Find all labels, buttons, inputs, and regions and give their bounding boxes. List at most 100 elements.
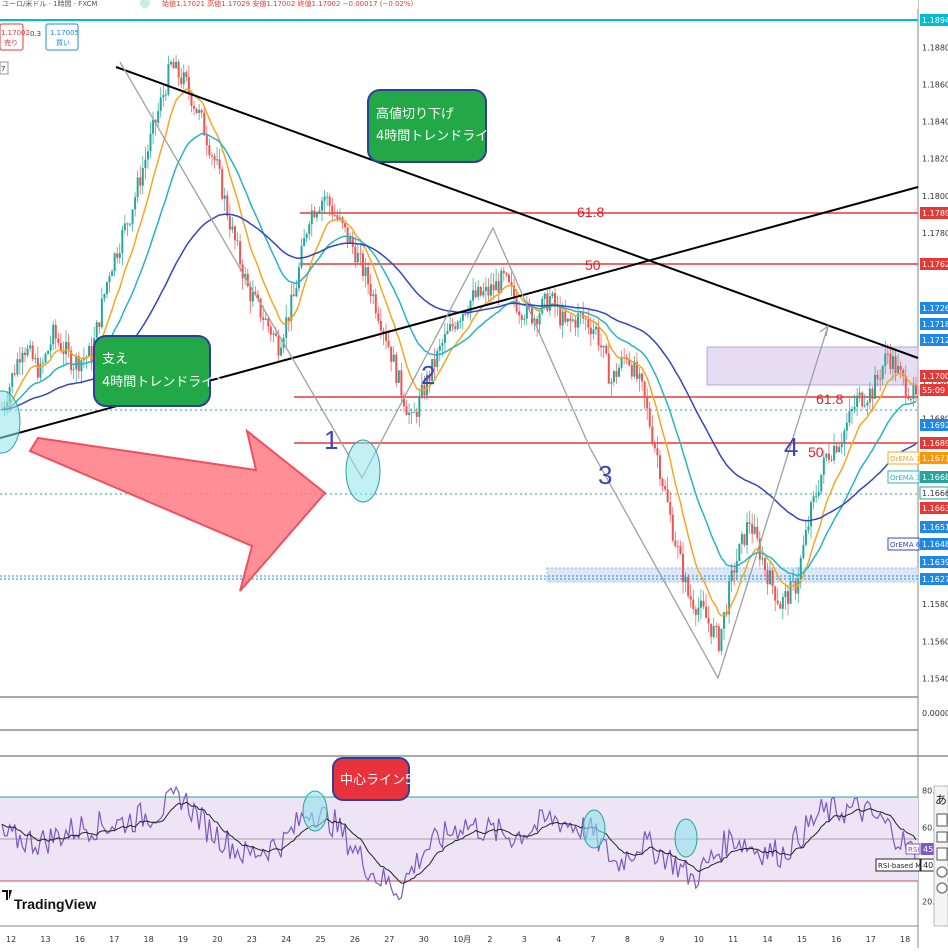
candle: [405, 399, 408, 416]
candle: [674, 531, 677, 548]
toolbar-clipboard-icon[interactable]: [936, 847, 948, 861]
rsi-value: 45.4: [923, 845, 941, 854]
candle: [431, 359, 434, 385]
toolbar-glyph[interactable]: あ: [935, 793, 947, 807]
indicator-toggle-icon[interactable]: [140, 0, 150, 8]
candle: [31, 341, 34, 362]
svg-text:1.16480: 1.16480: [922, 540, 948, 549]
candle: [676, 539, 679, 559]
rsi-center-note: [332, 757, 410, 801]
candle: [641, 372, 644, 391]
candle: [213, 152, 216, 169]
candle: [835, 443, 838, 454]
candle: [287, 317, 290, 332]
price-tag: 1.16895: [920, 437, 948, 449]
candle: [100, 287, 103, 329]
candle: [669, 491, 672, 523]
tradingview-logo[interactable]: TradingView: [2, 890, 96, 912]
time-tick-label: 3: [522, 935, 527, 944]
candle: [364, 258, 367, 288]
rsi-circle-1: [302, 790, 328, 832]
candle: [70, 346, 73, 375]
candle: [131, 209, 134, 232]
candle: [607, 343, 610, 384]
fib-50-label-b: 50: [808, 444, 824, 460]
buy-price: 1.17005: [50, 29, 79, 37]
candle: [305, 232, 308, 243]
candle: [267, 316, 270, 333]
candle: [584, 316, 587, 331]
candle: [889, 343, 892, 375]
candle: [833, 433, 836, 464]
price-tag: 1.16276: [920, 573, 948, 585]
candle: [121, 225, 124, 266]
candle: [789, 575, 792, 604]
resistance-note: [367, 89, 487, 163]
candle: [231, 217, 234, 234]
candle: [113, 252, 116, 277]
time-tick-label: 26: [350, 935, 360, 944]
candle: [712, 617, 715, 640]
candle: [815, 484, 818, 503]
candle: [559, 296, 562, 329]
candle: [397, 370, 400, 384]
candle: [707, 605, 710, 633]
resistance-trendline[interactable]: [115, 66, 919, 359]
candle: [620, 350, 623, 371]
candle: [129, 222, 132, 227]
candle: [459, 317, 462, 329]
candle: [679, 540, 682, 555]
candle: [761, 546, 764, 566]
time-tick-label: 23: [247, 935, 257, 944]
candle: [123, 215, 126, 234]
toolbar-grid-icon[interactable]: [936, 831, 948, 843]
candle: [272, 330, 275, 343]
candle: [157, 102, 160, 128]
price-axis[interactable]: 1.18800 1.18600 1.18400 1.18200 1.18000 1.178…: [922, 43, 948, 683]
candle: [717, 623, 720, 653]
candle: [208, 138, 211, 159]
candle: [610, 378, 613, 396]
candle: [658, 449, 661, 487]
toolbar-document-icon[interactable]: [936, 813, 948, 827]
candle: [62, 341, 65, 366]
candle: [162, 83, 165, 107]
candle: [784, 583, 787, 610]
time-axis[interactable]: 12 13 16 17 18 19 20 23 24 25 26 27 30 10月 2 3 4 7 8 9 10 11 1…: [6, 935, 910, 944]
collapse-toggle[interactable]: [0, 61, 9, 75]
candle: [310, 203, 313, 237]
candle: [356, 243, 359, 264]
rsi-center-note-text: 中心ライン50: [340, 773, 422, 788]
candle: [290, 283, 293, 331]
buy-button[interactable]: [45, 23, 79, 51]
candle: [226, 190, 229, 221]
candle: [551, 290, 554, 299]
candle: [65, 329, 68, 366]
candle: [497, 272, 500, 306]
candle: [395, 352, 398, 387]
time-tick-label: 15: [797, 935, 807, 944]
candle: [390, 346, 393, 372]
rsi-tick-label: 20.00: [922, 898, 945, 907]
candle: [39, 357, 42, 381]
candle: [492, 273, 495, 300]
candle: [763, 557, 766, 576]
candle: [239, 233, 242, 272]
candle: [49, 335, 52, 360]
candle: [838, 443, 841, 453]
candle: [643, 380, 646, 410]
toolbar-help-icon[interactable]: [936, 882, 948, 894]
time-tick-label: 12: [6, 935, 16, 944]
candle: [692, 589, 695, 614]
candle: [853, 394, 856, 414]
time-tick-label: 24: [281, 935, 291, 944]
sell-button[interactable]: [0, 23, 24, 51]
candle: [779, 601, 782, 609]
toolbar-gear-icon[interactable]: [936, 866, 948, 878]
candle: [751, 513, 754, 544]
candle: [233, 224, 236, 250]
candle: [333, 203, 336, 217]
